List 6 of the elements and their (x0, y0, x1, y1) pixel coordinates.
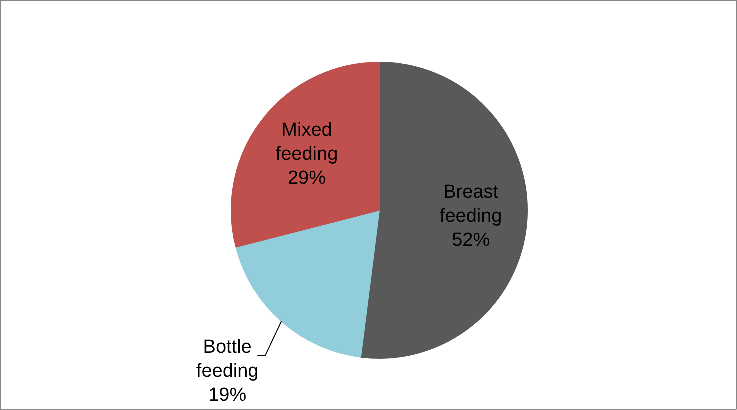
slice-label: Mixed feeding (276, 120, 338, 165)
slice-label: Breast feeding (440, 182, 502, 227)
data-label: 52% (452, 230, 490, 251)
slice-label: Bottle feeding (196, 336, 259, 382)
data-label: 19% (208, 384, 247, 406)
data-label: 29% (288, 168, 326, 189)
